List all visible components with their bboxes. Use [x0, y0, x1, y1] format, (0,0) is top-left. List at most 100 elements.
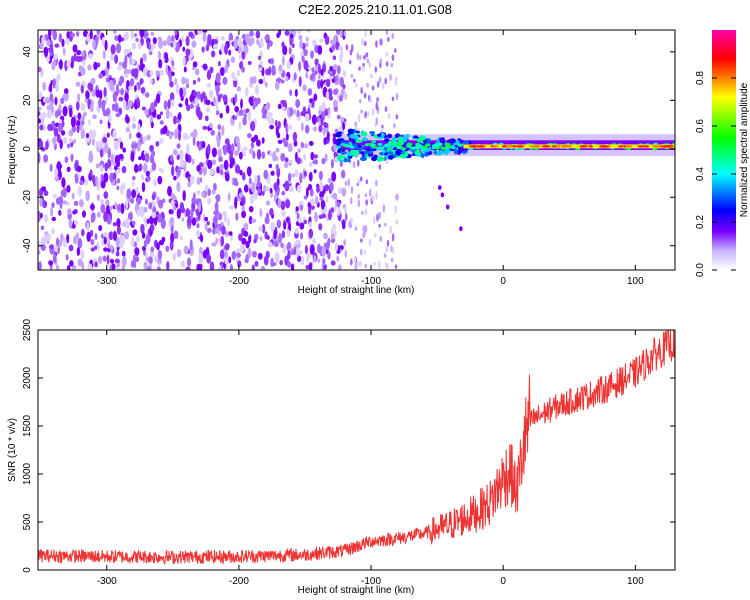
spectrogram-cell: [77, 93, 81, 103]
spectrogram-cell: [150, 224, 155, 232]
spectrogram-cell: [143, 32, 149, 37]
spectrogram-cell: [167, 99, 171, 110]
spectrogram-cell: [102, 50, 106, 60]
spectrogram-cell: [364, 193, 368, 198]
spectrogram-cell: [217, 60, 221, 67]
signal-cell: [414, 149, 421, 156]
spectrogram-cell: [375, 40, 378, 48]
spectrogram-cell: [296, 116, 302, 121]
spectrogram-cell: [320, 200, 326, 210]
spectrogram-cell: [41, 112, 47, 118]
spectrogram-cell: [116, 238, 120, 248]
signal-cell: [370, 143, 376, 147]
spectrogram-cell: [219, 169, 224, 176]
spectrogram-cell: [270, 170, 275, 176]
spectrogram-cell: [391, 32, 395, 40]
spectrogram-cell: [322, 127, 326, 136]
spectrogram-cell: [264, 35, 270, 41]
spectrogram-cell: [234, 164, 241, 174]
spectrogram-cell: [159, 69, 164, 77]
spectrogram-cell: [55, 264, 60, 270]
spectrogram-cell: [263, 255, 269, 266]
spectrogram-cell: [384, 77, 388, 85]
spectrogram-cell: [294, 240, 300, 245]
spectrogram-cell: [77, 186, 82, 197]
spectrogram-cell: [273, 240, 279, 248]
spectrogram-cell: [287, 124, 293, 131]
spectrogram-cell: [295, 98, 300, 109]
spectrogram-cell: [257, 252, 263, 260]
spectrogram-cell: [38, 106, 42, 111]
spectrogram-cell: [109, 264, 113, 270]
snr-x-axis-label: Height of straight line (km): [298, 585, 415, 596]
spectrogram-cell: [352, 161, 356, 169]
spectrogram-cell: [266, 111, 271, 122]
snr-y-axis-label: SNR (10 * v/v): [7, 418, 18, 482]
spectrogram-cell: [162, 40, 168, 47]
signal-cell: [450, 146, 456, 150]
spectrogram-cell: [230, 56, 236, 64]
spectrogram-cell: [303, 195, 308, 200]
spectrogram-cell: [317, 79, 321, 90]
spectrogram-cell: [109, 258, 115, 264]
spectrogram-cell: [310, 50, 314, 59]
spectrogram-cell: [219, 163, 225, 170]
signal-cell: [384, 138, 390, 142]
spectrogram-cell: [154, 99, 158, 108]
spectrogram-cell: [308, 229, 313, 239]
spectrogram-cell: [265, 200, 271, 206]
spectrogram-cell: [338, 264, 342, 270]
spectrogram-cell: [172, 149, 178, 156]
spectrogram-cell: [374, 66, 378, 73]
spectrogram-cell: [220, 235, 225, 247]
spectrogram-cell: [339, 53, 343, 64]
spectrogram-cell: [144, 198, 148, 205]
spectrogram-cell: [241, 66, 245, 73]
spectrogram-cell: [80, 51, 85, 56]
spectrogram-cell: [344, 180, 348, 187]
spectrogram-cell: [140, 86, 146, 94]
spectrogram-cell: [103, 172, 109, 183]
spectrogram-cell: [289, 35, 293, 47]
spectrogram-cell: [158, 59, 163, 69]
spectrogram-cell: [63, 88, 69, 95]
spectrogram-cell: [254, 98, 259, 107]
spectrogram-cell: [66, 166, 71, 173]
spectrogram-cell: [299, 39, 303, 50]
spectrogram-cell: [207, 34, 212, 46]
spectrogram-cell: [237, 69, 241, 77]
spectrogram-cell: [81, 228, 85, 237]
spectrogram-cell: [298, 250, 303, 255]
spectrogram-cell: [334, 242, 339, 252]
spectrogram-cell: [280, 152, 286, 162]
spectrogram-cell: [386, 239, 390, 247]
signal-cell: [377, 146, 383, 150]
spectrogram-cell: [216, 86, 219, 98]
snr-series-line: [38, 330, 675, 566]
spectrogram-cell: [185, 266, 191, 270]
spectrogram-cell: [217, 266, 222, 270]
signal-peak: [652, 145, 661, 148]
spectrogram-cell: [100, 180, 106, 189]
spectrogram-cell: [313, 126, 317, 132]
signal-cell: [439, 137, 444, 142]
spectrogram-cell: [187, 215, 192, 226]
spectrogram-cell: [101, 99, 106, 107]
spectrogram-cell: [285, 76, 289, 82]
spectrogram-cell: [265, 101, 270, 112]
spectrogram-cell: [244, 257, 249, 263]
spectrogram-cell: [108, 231, 114, 241]
spectrogram-cell: [169, 80, 174, 88]
spectrogram-cell: [259, 208, 263, 218]
spectrogram-cell: [301, 55, 305, 63]
spectrogram-cell: [53, 53, 58, 61]
spectrogram-cell: [128, 132, 132, 140]
spectrogram-cell: [172, 40, 177, 50]
spectrogram-cell: [238, 55, 242, 60]
spectrogram-cell: [80, 67, 86, 76]
spectrogram-cell: [170, 66, 176, 71]
spectrogram-cell: [122, 98, 127, 110]
signal-cell: [337, 149, 341, 154]
spectrogram-cell: [153, 255, 158, 263]
spectrogram-cell: [189, 104, 195, 109]
